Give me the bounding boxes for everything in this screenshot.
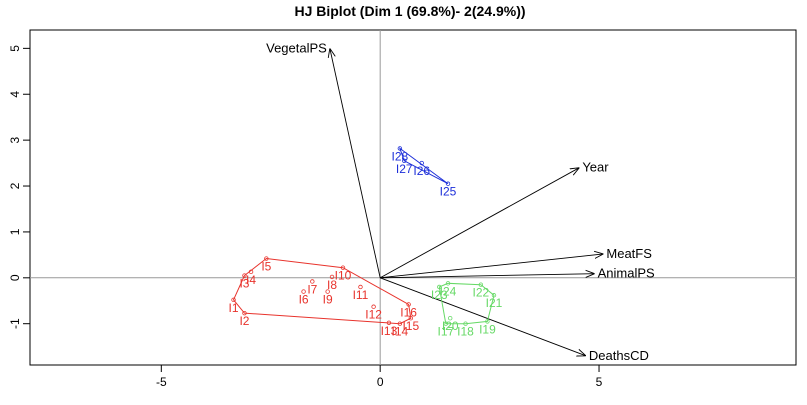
- point-label: I17: [437, 325, 454, 339]
- point-marker: [485, 319, 490, 324]
- point-marker: [325, 289, 330, 294]
- point-marker: [248, 269, 254, 275]
- point-label: I7: [307, 282, 317, 296]
- point-label: I11: [353, 288, 369, 302]
- zero-lines: [30, 30, 796, 365]
- point-marker: [478, 282, 484, 287]
- vector-arrow: [379, 168, 579, 279]
- x-tick-label: -5: [156, 375, 167, 389]
- point-marker: [371, 304, 376, 309]
- point-marker: [340, 265, 346, 270]
- point-marker: [437, 284, 442, 290]
- point-label: I16: [400, 305, 417, 319]
- group-hull: [232, 258, 412, 325]
- vector-label: AnimalPS: [598, 266, 655, 281]
- point-marker: [301, 289, 306, 294]
- point-label: I4: [246, 273, 256, 287]
- point-label: I19: [479, 322, 496, 336]
- point-marker: [310, 279, 315, 284]
- point-label: I5: [261, 260, 271, 274]
- vector-arrow: [380, 254, 603, 279]
- point-label: I14: [392, 325, 409, 339]
- point-marker: [445, 181, 451, 186]
- point-marker: [242, 273, 247, 278]
- point-marker: [397, 146, 403, 151]
- point-marker: [408, 315, 414, 321]
- point-label: I9: [323, 293, 333, 307]
- vector-label: DeathsCD: [589, 348, 649, 363]
- point-label: I27: [396, 162, 413, 176]
- axes-layer: -5 0 5 -1 0 1 2 3 4 5: [8, 45, 603, 389]
- point-marker: [406, 302, 411, 307]
- point-label: I21: [486, 296, 503, 310]
- point-label: I12: [365, 308, 382, 322]
- vector-arrow: [380, 277, 586, 356]
- vector-label: VegetalPS: [266, 40, 327, 55]
- vector-label: Year: [582, 160, 609, 175]
- point-marker: [402, 158, 407, 163]
- point-label: I18: [457, 325, 474, 339]
- point-label: I8: [327, 278, 337, 292]
- y-tick-label: 2: [8, 182, 22, 189]
- point-label: I22: [473, 286, 490, 300]
- x-tick-label: 0: [377, 375, 384, 389]
- variable-vectors: VegetalPS Year MeatFS AnimalPS DeathsCD: [266, 40, 655, 362]
- point-label: I25: [440, 185, 457, 199]
- point-marker: [386, 320, 392, 325]
- point-label: I23: [431, 288, 448, 302]
- point-label: I3: [239, 277, 249, 291]
- point-marker: [463, 321, 468, 326]
- y-tick-label: 0: [8, 274, 22, 281]
- point-label: I2: [239, 314, 249, 328]
- chart-title: HJ Biplot (Dim 1 (69.8%)- 2(24.9%)): [294, 3, 525, 19]
- point-marker: [491, 293, 497, 298]
- point-label: I6: [299, 293, 309, 307]
- point-label: I10: [335, 269, 352, 283]
- vector-arrow: [380, 274, 594, 279]
- point-marker: [419, 160, 424, 166]
- point-marker: [358, 284, 363, 290]
- y-tick-label: 1: [8, 228, 22, 235]
- point-label: I20: [442, 319, 459, 333]
- vector-label: MeatFS: [606, 246, 652, 261]
- point-label: I24: [440, 284, 457, 298]
- y-tick-label: 5: [8, 45, 22, 52]
- point-label: I13: [381, 324, 398, 338]
- point-marker: [231, 297, 236, 303]
- point-marker: [448, 315, 453, 321]
- point-label: I28: [392, 149, 409, 163]
- point-marker: [445, 281, 451, 286]
- y-tick-label: 3: [8, 136, 22, 143]
- point-label: I1: [229, 301, 239, 315]
- point-marker: [264, 256, 269, 261]
- y-tick-label: -1: [8, 318, 22, 329]
- point-marker: [329, 274, 335, 280]
- point-marker: [443, 321, 449, 326]
- vector-arrow: [330, 48, 381, 278]
- point-label: I15: [402, 319, 419, 333]
- plot-frame: [29, 29, 797, 366]
- point-marker: [242, 310, 247, 316]
- y-tick-label: 4: [8, 91, 22, 98]
- group-hull: [398, 147, 449, 185]
- point-marker: [397, 321, 403, 326]
- point-label: I26: [413, 164, 430, 178]
- x-tick-label: 5: [596, 375, 603, 389]
